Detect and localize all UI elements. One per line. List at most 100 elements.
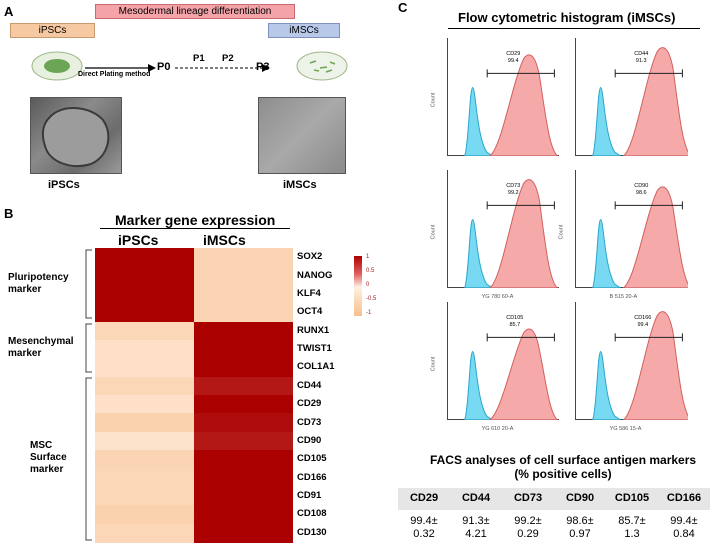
title-underline bbox=[100, 228, 290, 229]
gene-label-nanog: NANOG bbox=[297, 269, 333, 281]
heatmap-cell-ipsc-cd91 bbox=[95, 486, 194, 506]
positive-peak bbox=[621, 47, 693, 157]
heatmap-legend-bar bbox=[354, 256, 362, 316]
header-cd166: CD166 bbox=[666, 492, 702, 504]
positive-peak bbox=[487, 54, 560, 157]
heatmap-cell-ipsc-cd166 bbox=[95, 468, 194, 488]
facs-table-title: FACS analyses of cell surface antigen ma… bbox=[429, 453, 697, 481]
gate-line bbox=[614, 201, 683, 210]
isotype-peak bbox=[591, 87, 623, 157]
facs-table-sds: 0.32 4.21 0.29 0.97 1.3 0.84 bbox=[398, 528, 710, 541]
gene-label-oct4: OCT4 bbox=[297, 306, 323, 318]
gate-label-cd166: CD166 99.4 bbox=[634, 315, 652, 329]
histogram-cd105: CD105 85.7 YG 610 20-A Count bbox=[430, 302, 560, 432]
header-cd29: CD29 bbox=[409, 492, 439, 504]
mean-cd29: 99.4± bbox=[410, 515, 438, 527]
mean-cd90: 98.6± bbox=[566, 515, 594, 527]
header-cd44: CD44 bbox=[461, 492, 491, 504]
ipsc-bar: iPSCs bbox=[10, 23, 95, 38]
gene-label-runx1: RUNX1 bbox=[297, 324, 330, 336]
gate-line bbox=[486, 69, 555, 78]
isotype-peak bbox=[463, 87, 495, 157]
heatmap-cell-ipsc-cd73 bbox=[95, 413, 194, 433]
heatmap-cell-imsc-twist1 bbox=[194, 339, 293, 359]
imsc-micrograph bbox=[258, 97, 346, 174]
mean-cd73: 99.2± bbox=[514, 515, 542, 527]
histogram-cd90: CD90 98.6 B 515 20-A Count bbox=[558, 170, 693, 300]
gate-line bbox=[486, 333, 555, 342]
heatmap-cell-ipsc-cd130 bbox=[95, 523, 194, 543]
heatmap-cell-imsc-cd29 bbox=[194, 395, 293, 414]
gene-label-cd166: CD166 bbox=[297, 471, 327, 483]
legend-tick-3: -0.5 bbox=[366, 296, 377, 302]
ylabel-cd90: Count bbox=[558, 224, 565, 240]
imsc-dish-icon bbox=[296, 51, 348, 81]
xlabel-cd105: YG 610 20-A bbox=[481, 426, 514, 432]
legend-tick-2: 0 bbox=[366, 282, 370, 288]
isotype-peak bbox=[591, 351, 623, 421]
heatmap-cell-imsc-col1a1 bbox=[194, 358, 293, 378]
heatmap bbox=[95, 248, 293, 543]
gate-label-cd90: CD90 98.6 bbox=[634, 183, 649, 197]
positive-peak bbox=[621, 186, 693, 289]
gene-label-cd105: CD105 bbox=[297, 453, 327, 465]
histogram-cd44: CD44 91.3 bbox=[575, 38, 693, 157]
isotype-peak bbox=[591, 219, 623, 289]
facs-table-header-bg bbox=[398, 488, 710, 510]
header-cd90: CD90 bbox=[565, 492, 595, 504]
passage-p2: P2 bbox=[222, 53, 234, 64]
gene-label-cd130: CD130 bbox=[297, 526, 327, 538]
positive-peak bbox=[487, 328, 560, 421]
heatmap-cell-ipsc-cd29 bbox=[95, 395, 194, 414]
heatmap-cell-imsc-cd90 bbox=[194, 431, 293, 451]
ipsc-caption: iPSCs bbox=[48, 179, 80, 191]
histogram-cd166: CD166 99.4 YG 586 15-A bbox=[575, 302, 693, 432]
heatmap-cell-imsc-cd166 bbox=[194, 468, 293, 488]
facs-table-header: CD29 CD44 CD73 CD90 CD105 CD166 bbox=[398, 492, 710, 504]
panel-b-letter: B bbox=[4, 206, 14, 221]
legend-tick-0: 1 bbox=[366, 254, 370, 260]
positive-peak bbox=[621, 311, 693, 421]
heatmap-cell-ipsc-cd108 bbox=[95, 505, 194, 525]
heatmap-cell-ipsc-nanog bbox=[95, 266, 194, 286]
mesodermal-bar: Mesodermal lineage differentiation bbox=[95, 4, 295, 19]
flow-title: Flow cytometric histogram (iMSCs) bbox=[458, 10, 676, 25]
section-msc-surface: MSC Surface marker bbox=[30, 440, 67, 475]
heatmap-cell-ipsc-cd44 bbox=[95, 376, 194, 396]
gene-label-col1a1: COL1A1 bbox=[297, 361, 335, 373]
heatmap-cell-imsc-klf4 bbox=[194, 284, 293, 304]
heatmap-title: Marker gene expression bbox=[115, 212, 276, 228]
gene-label-sox2: SOX2 bbox=[297, 251, 323, 263]
heatmap-cell-imsc-cd130 bbox=[194, 523, 293, 543]
legend-tick-4: -1 bbox=[366, 310, 372, 316]
mean-cd105: 85.7± bbox=[618, 515, 646, 527]
ylabel-cd29: Count bbox=[430, 92, 437, 108]
sd-cd90: 0.97 bbox=[569, 528, 591, 540]
mean-cd44: 91.3± bbox=[462, 515, 490, 527]
heatmap-cell-imsc-cd91 bbox=[194, 486, 293, 506]
isotype-peak bbox=[463, 351, 495, 421]
gate-line bbox=[614, 333, 683, 342]
gene-label-cd90: CD90 bbox=[297, 434, 322, 446]
heatmap-cell-ipsc-oct4 bbox=[95, 303, 194, 323]
ylabel-cd73: Count bbox=[430, 224, 437, 240]
heatmap-cell-ipsc-runx1 bbox=[95, 321, 194, 341]
gene-label-cd73: CD73 bbox=[297, 416, 322, 428]
gate-line bbox=[486, 201, 555, 210]
heatmap-cell-imsc-cd108 bbox=[194, 505, 293, 525]
ipsc-colony-icon bbox=[44, 59, 70, 73]
flow-title-underline bbox=[448, 28, 700, 29]
header-cd105: CD105 bbox=[614, 492, 650, 504]
sd-cd105: 1.3 bbox=[624, 528, 640, 540]
heatmap-cell-ipsc-cd105 bbox=[95, 450, 194, 470]
passage-p1: P1 bbox=[193, 53, 205, 64]
histogram-cd73: CD73 99.2 YG 780 60-A Count bbox=[430, 170, 560, 300]
gene-label-cd91: CD91 bbox=[297, 490, 322, 502]
imsc-caption: iMSCs bbox=[283, 179, 317, 191]
sd-cd166: 0.84 bbox=[673, 528, 695, 540]
heatmap-cell-imsc-cd73 bbox=[194, 413, 293, 433]
heatmap-cell-ipsc-sox2 bbox=[95, 248, 194, 267]
gene-label-cd108: CD108 bbox=[297, 508, 327, 520]
gate-label-cd73: CD73 99.2 bbox=[506, 183, 521, 197]
heatmap-cell-imsc-nanog bbox=[194, 266, 293, 286]
